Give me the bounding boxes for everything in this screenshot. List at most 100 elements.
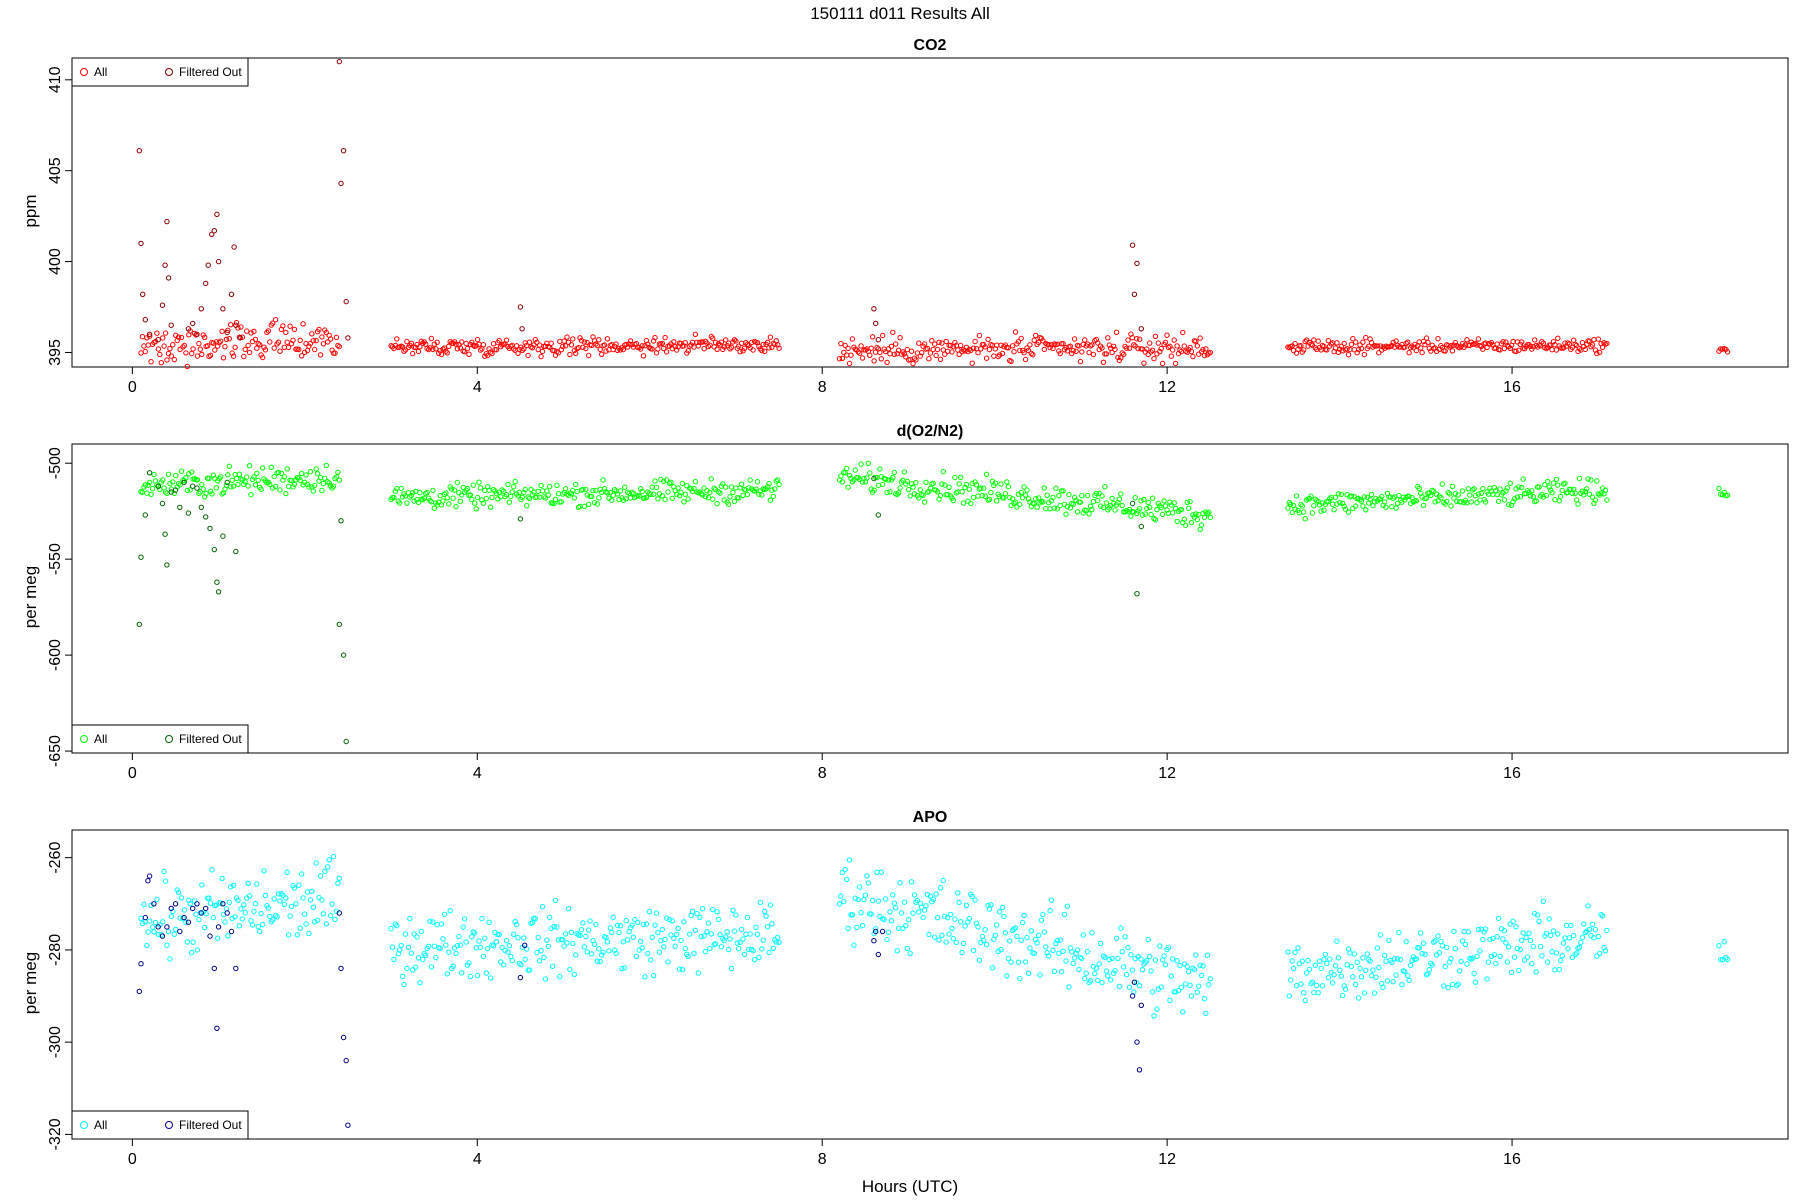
o2n2-point-filtered — [164, 562, 170, 568]
apo-point-all — [319, 897, 325, 903]
o2n2-point-all — [698, 491, 704, 497]
apo-point-all — [1122, 934, 1128, 940]
apo-point-all — [141, 901, 147, 908]
apo-point-all — [536, 958, 543, 964]
co2-point-filtered — [164, 218, 170, 225]
co2-point-all — [271, 345, 277, 351]
apo-point-all — [210, 914, 217, 921]
apo-point-all — [561, 943, 567, 949]
apo-point-all — [769, 921, 775, 927]
co2-point-all — [410, 350, 416, 357]
apo-point-all — [1527, 937, 1534, 944]
o2n2-point-all — [1017, 501, 1023, 508]
apo-point-all — [193, 911, 199, 917]
o2n2-point-all — [852, 467, 858, 473]
o2n2-point-all — [907, 493, 913, 499]
apo-point-all — [699, 906, 706, 912]
o2n2-point-all — [956, 481, 962, 487]
apo-point-all — [1565, 946, 1571, 952]
apo-point-all — [515, 935, 521, 941]
o2n2-point-all — [500, 488, 507, 494]
apo-point-all — [1371, 990, 1378, 996]
apo-point-all — [869, 897, 876, 904]
o2n2-point-all — [148, 491, 154, 497]
apo-point-all — [1474, 953, 1480, 959]
apo-point-all — [1594, 953, 1600, 959]
co2-point-all — [1105, 335, 1111, 341]
co2-point-filtered — [205, 262, 211, 268]
co2-point-all — [1126, 345, 1133, 351]
apo-point-all — [994, 922, 1000, 928]
apo-point-all — [914, 897, 921, 904]
o2n2-point-all — [887, 489, 893, 495]
co2-point-all — [849, 336, 856, 342]
o2n2-point-all — [930, 480, 936, 486]
apo-point-all — [724, 929, 730, 935]
co2-point-all — [456, 342, 462, 348]
apo-point-all — [459, 970, 465, 976]
apo-point-all — [1337, 967, 1343, 973]
co2-point-all — [904, 346, 910, 353]
co2-point-all — [145, 342, 151, 348]
o2n2-point-all — [417, 490, 423, 496]
co2-point-all — [1347, 346, 1353, 353]
apo-point-all — [479, 915, 485, 922]
apo-point-all — [702, 948, 709, 955]
co2-point-all — [189, 350, 195, 357]
o2n2-point-all — [707, 489, 713, 496]
o2n2-point-all — [254, 470, 260, 476]
o2n2-point-all — [1152, 517, 1159, 523]
o2n2-point-all — [766, 480, 772, 487]
co2-point-all — [436, 350, 442, 356]
apo-point-all — [1452, 946, 1459, 952]
apo-point-all — [650, 972, 657, 979]
o2n2-point-all — [1119, 502, 1125, 509]
apo-point-all — [1592, 926, 1599, 933]
co2-point-all — [503, 337, 510, 343]
apo-point-all — [1290, 965, 1297, 972]
co2-point-all — [284, 339, 290, 345]
apo-point-all — [623, 918, 629, 924]
co2-point-all — [1056, 348, 1062, 354]
o2n2-point-all — [994, 498, 1000, 504]
apo-point-all — [1390, 979, 1396, 985]
co2-point-all — [1435, 336, 1441, 342]
apo-point-all — [1363, 967, 1369, 973]
apo-point-filtered — [214, 1025, 220, 1032]
apo-point-all — [701, 933, 707, 939]
co2-point-all — [705, 343, 712, 350]
apo-legend-box — [71, 1110, 249, 1140]
apo-point-all — [1576, 944, 1583, 950]
o2n2-point-all — [430, 487, 436, 494]
o2n2-point-all — [917, 487, 923, 493]
apo-point-all — [414, 934, 420, 940]
apo-point-all — [281, 901, 287, 907]
co2-point-all — [949, 349, 955, 355]
apo-point-all — [1031, 950, 1037, 957]
apo-point-all — [1200, 963, 1206, 969]
o2n2-point-all — [268, 464, 274, 470]
o2n2-point-all — [313, 466, 319, 472]
apo-point-all — [734, 940, 740, 946]
apo-point-all — [551, 924, 557, 930]
apo-point-all — [836, 901, 843, 907]
co2-point-filtered — [871, 306, 877, 312]
apo-point-all — [907, 950, 913, 956]
co2-point-all — [511, 346, 517, 352]
apo-point-all — [303, 921, 309, 927]
apo-point-all — [578, 927, 585, 933]
co2-point-all — [871, 358, 877, 364]
co2-point-all — [469, 339, 475, 345]
apo-point-all — [1403, 939, 1409, 945]
o2n2-point-all — [420, 497, 426, 503]
co2-point-all — [874, 344, 880, 351]
co2-point-all — [299, 353, 305, 359]
apo-point-all — [1149, 989, 1156, 995]
o2n2-point-all — [408, 492, 414, 499]
apo-point-all — [1351, 951, 1358, 957]
apo-point-all — [926, 931, 932, 938]
apo-point-all — [1589, 921, 1596, 928]
o2n2-point-filtered — [142, 512, 149, 518]
co2-point-all — [934, 346, 941, 353]
o2n2-legend-filtered-label: Filtered Out — [179, 732, 242, 746]
